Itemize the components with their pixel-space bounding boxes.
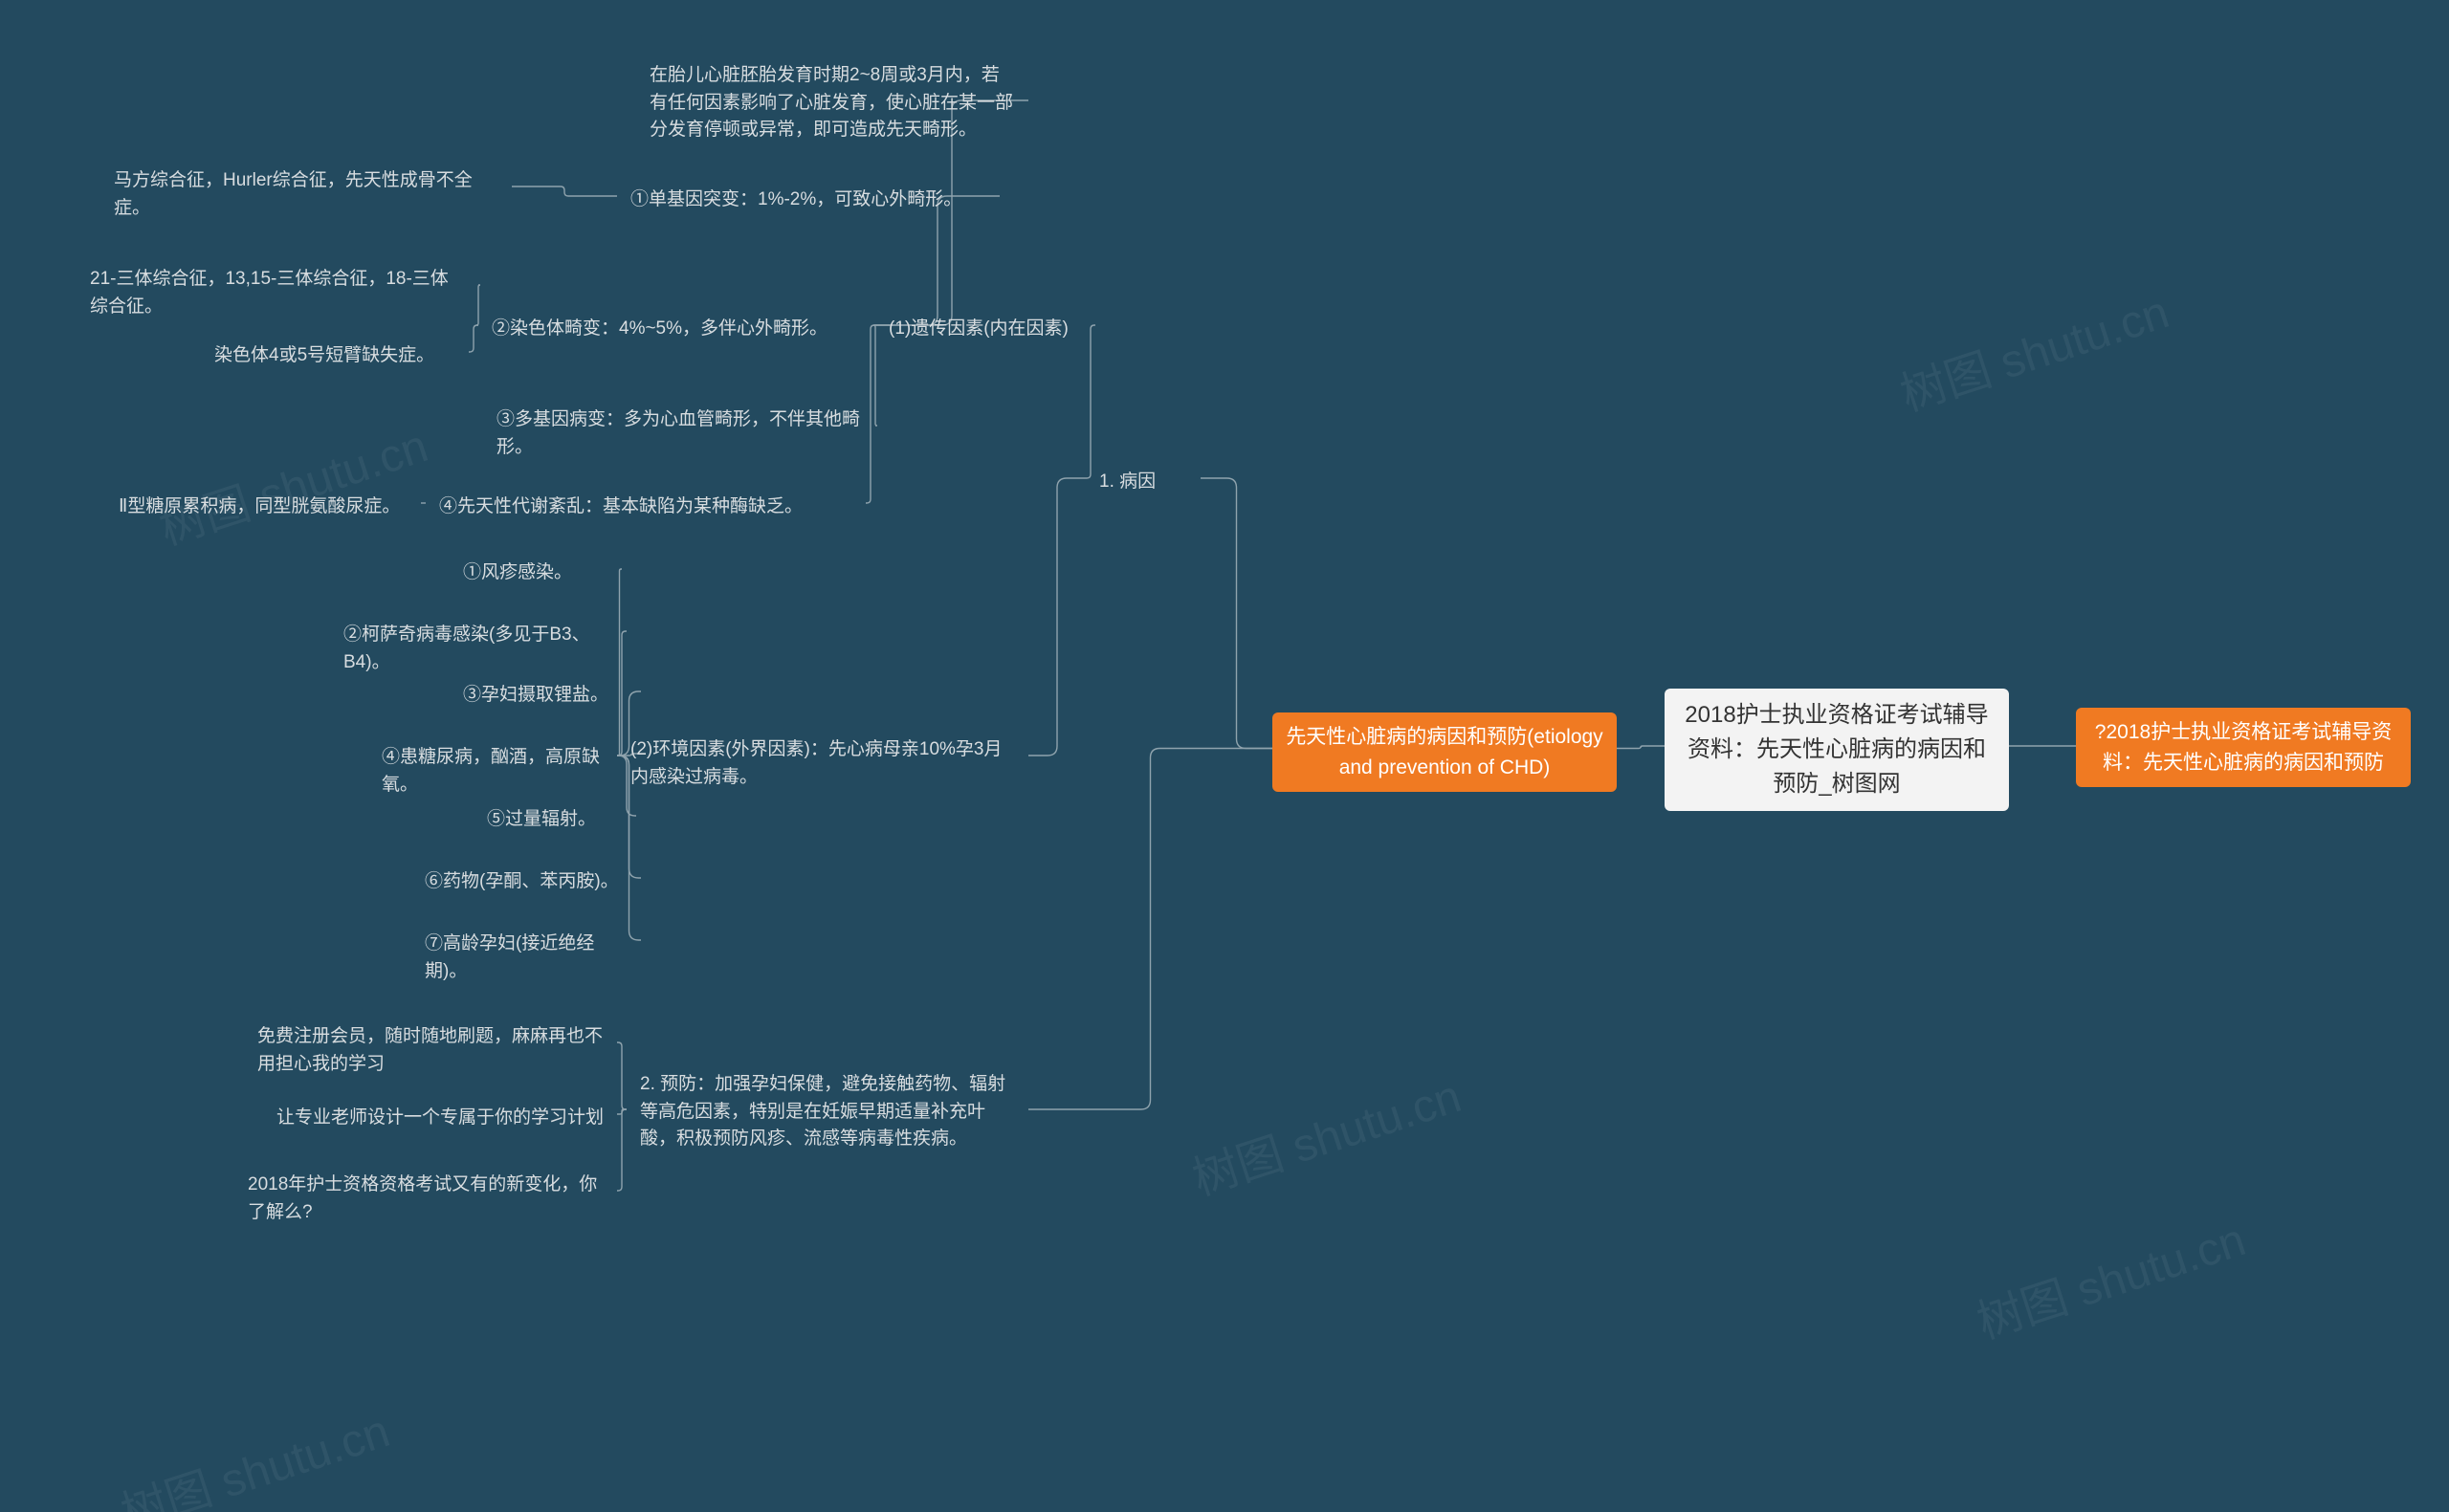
topic-etiology-node: 先天性心脏病的病因和预防(etiology and prevention of … — [1272, 712, 1617, 792]
edge — [512, 186, 617, 196]
edge — [1617, 746, 1665, 749]
watermark: 树图 shutu.cn — [1182, 1059, 1467, 1208]
cause-node: 1. 病因 — [1086, 459, 1201, 506]
edge — [1028, 478, 1086, 756]
edge — [617, 1109, 627, 1114]
polygene-node: ③多基因病变：多为心血管畸形，不伴其他畸形。 — [483, 397, 875, 471]
single-gene-ex-node: 马方综合征，Hurler综合征，先天性成骨不全症。 — [100, 158, 502, 231]
lithium-node: ③孕妇摄取锂盐。 — [450, 672, 641, 719]
edge — [1028, 749, 1272, 1110]
rubella-node: ①风疹感染。 — [450, 550, 622, 597]
root-node: 2018护士执业资格证考试辅导资料：先天性心脏病的病因和预防_树图网 — [1665, 689, 2009, 811]
prevention-node: 2. 预防：加强孕妇保健，避免接触药物、辐射等高危因素，特别是在妊娠早期适量补充… — [627, 1062, 1028, 1163]
metabolic-node: ④先天性代谢紊乱：基本缺陷为某种酶缺乏。 — [426, 484, 827, 531]
chromo-short-node: 染色体4或5号短臂缺失症。 — [201, 333, 469, 380]
radiation-node: ⑤过量辐射。 — [474, 797, 636, 844]
trisomy-node: 21-三体综合征，13,15-三体综合征，18-三体综合征。 — [77, 256, 478, 330]
genetic-node: (1)遗传因素(内在因素) — [875, 306, 1095, 353]
watermark: 树图 shutu.cn — [111, 1393, 396, 1512]
watermark: 树图 shutu.cn — [1967, 1202, 2252, 1351]
chromo-aberr-node: ②染色体畸变：4%~5%，多伴心外畸形。 — [478, 306, 880, 353]
exam-change-node: 2018年护士资格资格考试又有的新变化，你了解么? — [234, 1162, 617, 1236]
elderly-preg-node: ⑦高龄孕妇(接近绝经期)。 — [411, 921, 641, 995]
teacher-plan-node: 让专业老师设计一个专属于你的学习计划 — [263, 1095, 617, 1142]
free-member-node: 免费注册会员，随时随地刷题，麻麻再也不用担心我的学习 — [244, 1014, 617, 1087]
env-node: (2)环境因素(外界因素)：先心病母亲10%孕3月内感染过病毒。 — [617, 727, 1019, 800]
watermark: 树图 shutu.cn — [1890, 274, 2175, 424]
drugs-node: ⑥药物(孕酮、苯丙胺)。 — [411, 859, 641, 906]
metabolic-ex-node: Ⅱ型糖原累积病，同型胱氨酸尿症。 — [105, 484, 421, 531]
single-gene-node: ①单基因突变：1%-2%，可致心外畸形。 — [617, 177, 1000, 224]
edge — [617, 1109, 627, 1191]
watermark: 树图 shutu.cn — [149, 408, 434, 558]
embryo-dev-node: 在胎儿心脏胚胎发育时期2~8周或3月内，若有任何因素影响了心脏发育，使心脏在某一… — [636, 53, 1028, 154]
right-summary-node: ?2018护士执业资格证考试辅导资料：先天性心脏病的病因和预防 — [2076, 708, 2411, 787]
edge — [1201, 478, 1272, 749]
edge — [617, 1042, 627, 1109]
